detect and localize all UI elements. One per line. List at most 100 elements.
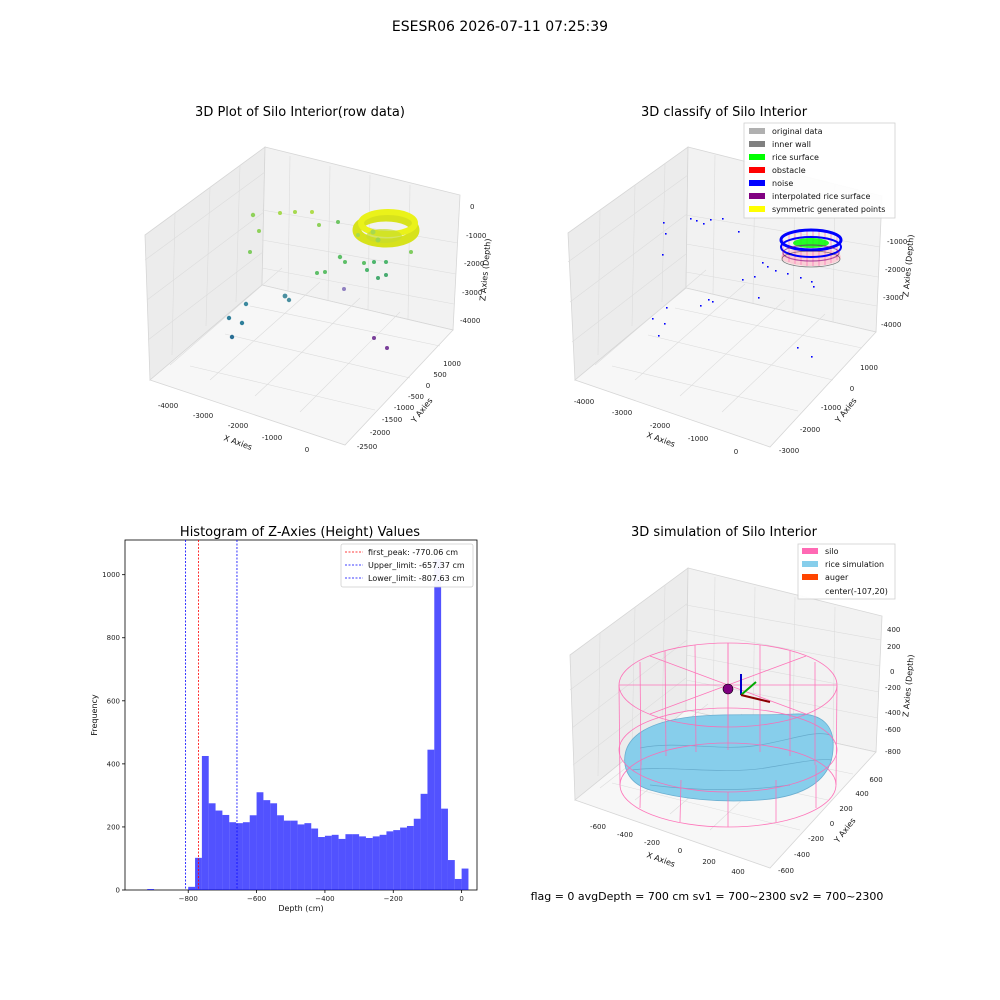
hist-bar: [365, 837, 373, 890]
legend-swatch-noise: [749, 180, 765, 186]
hist-x-tick-label: −200: [384, 895, 403, 903]
legend-swatch-original-data: [749, 128, 765, 134]
hist-bar: [277, 815, 284, 890]
classify-noise-points: [652, 218, 815, 358]
raw-z-ticks: 0 -1000 -2000 -3000 -4000: [460, 203, 486, 325]
sim-x-tick: 0: [678, 847, 682, 855]
sim-rice-surface: [624, 713, 834, 802]
hist-legend-label: first_peak: -770.06 cm: [368, 548, 458, 557]
raw-y-tick: -500: [408, 393, 424, 401]
sim-z-label: Z Axies (Depth): [901, 654, 915, 717]
classify-x-tick: -2000: [650, 422, 670, 430]
classify-x-tick: -3000: [612, 409, 632, 417]
hist-bar: [147, 889, 155, 890]
raw-scatter-points: [226, 210, 413, 350]
hist-y-tick-label: 400: [107, 760, 120, 768]
raw-x-tick: -1000: [262, 434, 282, 442]
hist-bar: [215, 810, 223, 890]
legend-swatch-rice-simulation: [802, 561, 818, 567]
hist-bar: [331, 834, 339, 890]
hist-bar: [427, 749, 435, 890]
sim-legend-label: auger: [825, 573, 849, 582]
hist-bar: [359, 836, 366, 890]
sim-x-ticks: -600 -400 -200 0 200 400: [590, 823, 745, 876]
classify-y-tick: -1000: [821, 404, 841, 412]
sim-legend-label: center(-107,20): [825, 587, 888, 596]
raw-x-tick: -4000: [158, 402, 178, 410]
hist-bar: [386, 831, 394, 890]
hist-bar: [290, 820, 298, 890]
hist-bar: [188, 886, 196, 890]
sim-z-tick: -200: [885, 684, 901, 692]
hist-y-tick-label: 800: [107, 634, 120, 642]
hist-bar: [338, 838, 346, 890]
hist-y-tick-label: 200: [107, 823, 120, 831]
hist-bar: [318, 837, 325, 890]
sim-y-label: Y Axies: [832, 816, 858, 845]
raw-3d-box: [144, 146, 461, 446]
classify-z-tick: -3000: [883, 294, 903, 302]
hist-bar: [270, 803, 278, 890]
hist-bar: [242, 822, 250, 890]
sim-z-tick: 200: [887, 643, 900, 651]
raw-gridlines: [144, 155, 459, 413]
status-line: flag = 0 avgDepth = 700 cm sv1 = 700~230…: [531, 890, 884, 903]
classify-x-ticks: -4000 -3000 -2000 -1000 0: [574, 398, 738, 456]
sim-z-tick: -400: [885, 709, 901, 717]
hist-x-label: Depth (cm): [278, 904, 323, 913]
classify-silo-cylinder: [779, 228, 843, 268]
classify-y-tick: 0: [850, 385, 854, 393]
hist-x-tick-label: −800: [179, 895, 198, 903]
hist-bar: [311, 828, 319, 890]
sim-y-tick: -400: [794, 851, 810, 859]
legend-label: interpolated rice surface: [772, 192, 870, 201]
sim-x-tick: -200: [644, 839, 660, 847]
figure-suptitle: ESESR06 2026-07-11 07:25:39: [392, 19, 608, 35]
raw-z-tick: -2000: [464, 260, 484, 268]
classify-z-ticks: -1000 -2000 -3000 -4000: [881, 238, 907, 329]
sim-auger-markers: [722, 674, 771, 703]
sim-z-tick: 0: [890, 668, 894, 676]
hist-bar: [352, 834, 360, 890]
raw-x-tick: -2000: [228, 422, 248, 430]
raw-x-tick: 0: [305, 446, 309, 454]
classify-y-tick: -3000: [779, 447, 799, 455]
hist-y-tick-label: 0: [116, 887, 120, 895]
legend-label: inner wall: [772, 140, 811, 149]
sim-y-tick: 200: [839, 805, 852, 813]
hist-y-tick-label: 600: [107, 697, 120, 705]
raw-y-tick: 0: [426, 382, 430, 390]
hist-x-tick-label: 0: [459, 895, 463, 903]
sim-legend-label: silo: [825, 547, 839, 556]
hist-y-label: Frequency: [90, 694, 99, 736]
hist-bar: [222, 814, 230, 890]
hist-bar: [208, 803, 216, 890]
hist-bar: [400, 827, 407, 890]
sim-z-tick: -600: [885, 726, 901, 734]
classify-y-tick: 1000: [860, 364, 878, 372]
hist-y-tick-label: 1000: [102, 571, 120, 579]
sim-x-label: X Axies: [645, 850, 676, 869]
sim-x-tick: -400: [617, 831, 633, 839]
panel-classify-title: 3D classify of Silo Interior: [641, 105, 808, 120]
classify-x-tick: -4000: [574, 398, 594, 406]
sim-legend-label: rice simulation: [825, 560, 884, 569]
hist-title: Histogram of Z-Axies (Height) Values: [180, 525, 420, 540]
panel-raw-title: 3D Plot of Silo Interior(row data): [195, 105, 405, 120]
legend-label: symmetric generated points: [772, 205, 885, 214]
hist-bar: [249, 815, 257, 890]
hist-bar: [324, 835, 332, 890]
hist-bar: [229, 822, 237, 890]
raw-y-tick: 1000: [443, 360, 461, 368]
panel-simulation-3d: 3D simulation of Silo Interior: [569, 525, 916, 876]
hist-bar: [461, 868, 469, 890]
sim-y-tick: 0: [830, 820, 834, 828]
legend-label: rice surface: [772, 153, 819, 162]
raw-x-tick: -3000: [193, 412, 213, 420]
sim-z-ticks: 400 200 0 -200 -400 -600 -800: [885, 626, 901, 756]
raw-ring-cluster: [352, 209, 420, 248]
hist-bar: [345, 834, 353, 890]
raw-z-tick: -1000: [466, 232, 486, 240]
hist-vlines: [185, 540, 238, 890]
hist-bar: [447, 860, 455, 890]
